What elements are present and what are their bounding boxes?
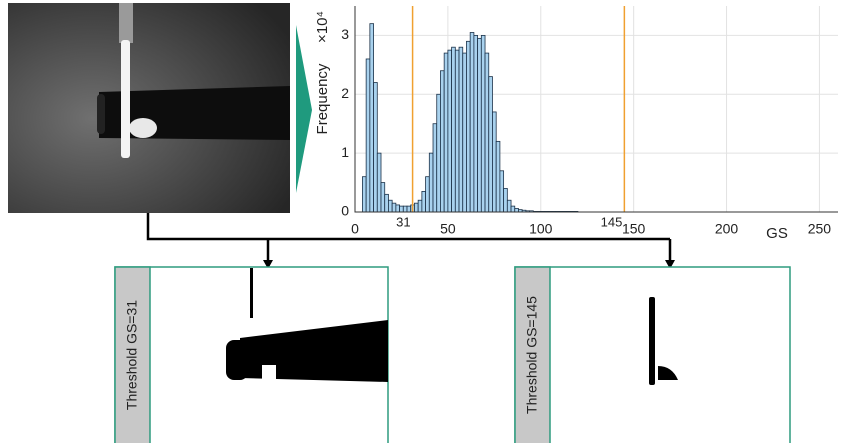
panel-label: Threshold GS=31 xyxy=(124,300,140,410)
bar xyxy=(454,49,460,213)
bar xyxy=(451,46,456,213)
bar xyxy=(402,205,408,213)
bar xyxy=(440,70,445,213)
bar xyxy=(469,32,475,213)
bar xyxy=(373,82,378,213)
bar xyxy=(376,152,382,213)
bar xyxy=(432,123,438,213)
arrow-triangle xyxy=(296,25,312,193)
y-axis-label: Frequency xyxy=(314,63,331,134)
bar xyxy=(477,37,482,213)
threshold-label: 145 xyxy=(601,214,623,229)
bar xyxy=(414,202,419,213)
bar xyxy=(492,111,497,213)
bar xyxy=(488,76,493,213)
bar xyxy=(406,205,412,213)
bar xyxy=(484,52,490,213)
arrow-head xyxy=(665,260,675,269)
axis xyxy=(354,6,838,213)
bar xyxy=(365,58,371,213)
x-tick-label: 50 xyxy=(440,221,456,237)
connector xyxy=(146,213,672,262)
bar xyxy=(391,202,397,213)
bar xyxy=(425,176,430,213)
bar xyxy=(362,176,367,213)
source-image xyxy=(8,3,290,213)
bar xyxy=(480,35,486,213)
bar xyxy=(421,190,426,213)
x-tick-label: 250 xyxy=(808,221,832,237)
x-tick-label: 100 xyxy=(529,221,553,237)
bar xyxy=(506,199,512,213)
panel-label: Threshold GS=145 xyxy=(524,296,540,414)
bar xyxy=(462,52,467,213)
bar xyxy=(399,205,404,213)
bar xyxy=(395,204,400,213)
x-axis-label: GS xyxy=(766,225,788,242)
bar xyxy=(447,49,452,213)
y-tick-label: 3 xyxy=(341,26,349,42)
bar xyxy=(458,46,464,213)
bar xyxy=(503,188,508,213)
bar xyxy=(436,93,441,213)
y-tick-label: 0 xyxy=(341,203,349,219)
histogram: 0 1 2 3 0 50 100 150 200 250 31 145 GS Frequency ×10⁴ xyxy=(314,6,838,242)
bar xyxy=(499,170,505,213)
bar xyxy=(369,23,374,213)
bar xyxy=(514,208,519,213)
bar xyxy=(388,199,393,213)
x-tick-label: 200 xyxy=(715,221,739,237)
y-tick-label: 1 xyxy=(341,144,349,160)
bar xyxy=(473,35,479,213)
bar xyxy=(466,40,471,213)
x-tick-label: 0 xyxy=(351,221,359,237)
bar xyxy=(380,182,386,213)
bar xyxy=(428,152,434,213)
x-tick-label: 150 xyxy=(622,221,646,237)
bar xyxy=(384,193,389,213)
threshold-panel: Threshold GS=31 xyxy=(114,266,389,448)
arrow-head xyxy=(263,260,273,269)
bar xyxy=(495,140,501,213)
bar xyxy=(510,205,516,213)
threshold-panel: Threshold GS=145 xyxy=(514,266,791,448)
threshold-label: 31 xyxy=(396,214,410,229)
bar xyxy=(443,52,449,213)
y-multiplier: ×10⁴ xyxy=(314,11,331,43)
y-tick-label: 2 xyxy=(341,85,349,101)
bar xyxy=(417,199,423,213)
